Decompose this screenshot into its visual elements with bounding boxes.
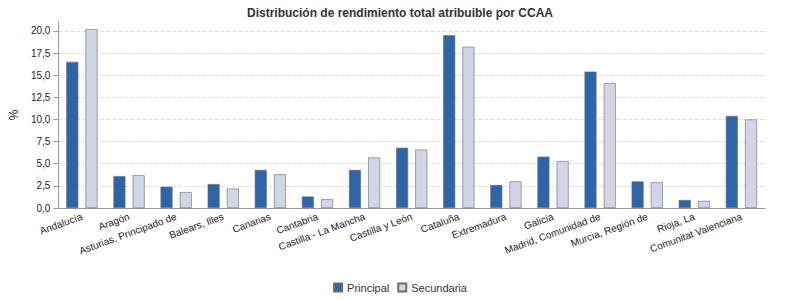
svg-text:Murcia, Región de: Murcia, Región de (569, 211, 649, 249)
svg-text:Asturias, Principado de: Asturias, Principado de (78, 211, 179, 257)
svg-text:Principal: Principal (347, 282, 389, 294)
svg-text:Cataluña: Cataluña (419, 210, 461, 235)
svg-text:Extremadura: Extremadura (450, 211, 508, 241)
svg-text:7,5: 7,5 (36, 136, 50, 147)
svg-text:Distribución de rendimiento to: Distribución de rendimiento total atribu… (247, 6, 553, 20)
svg-text:Cantabria: Cantabria (274, 210, 320, 236)
svg-text:Secundaria: Secundaria (411, 282, 468, 294)
svg-text:5,0: 5,0 (36, 158, 50, 169)
svg-text:Rioja, La: Rioja, La (655, 210, 697, 235)
svg-text:10,0: 10,0 (31, 114, 51, 125)
svg-text:Canarias: Canarias (231, 211, 272, 235)
svg-text:17,5: 17,5 (31, 48, 51, 59)
svg-text:2,5: 2,5 (36, 180, 50, 191)
svg-text:Aragón: Aragón (96, 210, 131, 233)
svg-text:Madrid, Comunidad de: Madrid, Comunidad de (503, 210, 602, 256)
svg-text:0,0: 0,0 (36, 203, 50, 214)
svg-text:%: % (7, 109, 21, 120)
svg-text:Castilla y León: Castilla y León (348, 211, 413, 244)
svg-text:20,0: 20,0 (31, 25, 51, 36)
svg-text:12,5: 12,5 (31, 92, 51, 103)
svg-text:Andalucía: Andalucía (38, 211, 84, 237)
svg-text:Comunitat Valenciana: Comunitat Valenciana (648, 211, 743, 255)
svg-text:15,0: 15,0 (31, 70, 51, 81)
svg-text:Castilla - La Mancha: Castilla - La Mancha (277, 210, 367, 253)
svg-text:Galicia: Galicia (522, 210, 555, 232)
svg-text:Balears, Illes: Balears, Illes (168, 211, 226, 241)
